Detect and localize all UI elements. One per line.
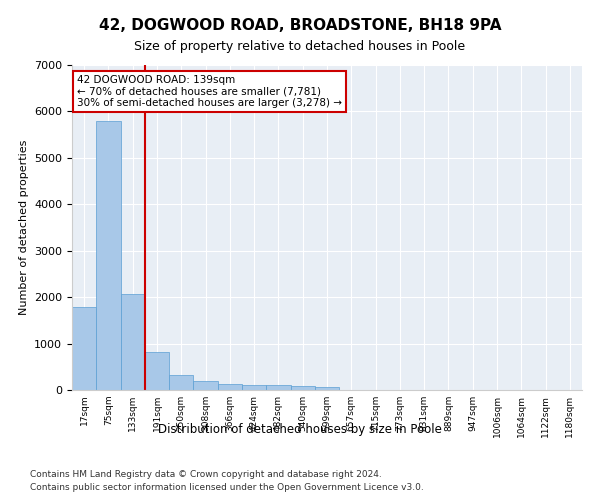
Bar	[96, 120, 121, 390]
Bar	[242, 385, 266, 390]
Bar	[218, 384, 242, 390]
Bar	[266, 386, 290, 390]
Text: 42, DOGWOOD ROAD, BROADSTONE, BH18 9PA: 42, DOGWOOD ROAD, BROADSTONE, BH18 9PA	[99, 18, 501, 32]
Y-axis label: Number of detached properties: Number of detached properties	[19, 140, 29, 315]
Bar	[145, 352, 169, 390]
Bar	[315, 387, 339, 390]
Bar	[72, 308, 96, 390]
Text: Distribution of detached houses by size in Poole: Distribution of detached houses by size …	[158, 422, 442, 436]
Text: Contains public sector information licensed under the Open Government Licence v3: Contains public sector information licen…	[30, 482, 424, 492]
Text: Contains HM Land Registry data © Crown copyright and database right 2024.: Contains HM Land Registry data © Crown c…	[30, 470, 382, 479]
Bar	[290, 386, 315, 390]
Bar	[193, 381, 218, 390]
Bar	[121, 294, 145, 390]
Text: 42 DOGWOOD ROAD: 139sqm
← 70% of detached houses are smaller (7,781)
30% of semi: 42 DOGWOOD ROAD: 139sqm ← 70% of detache…	[77, 74, 342, 108]
Bar	[169, 374, 193, 390]
Text: Size of property relative to detached houses in Poole: Size of property relative to detached ho…	[134, 40, 466, 53]
